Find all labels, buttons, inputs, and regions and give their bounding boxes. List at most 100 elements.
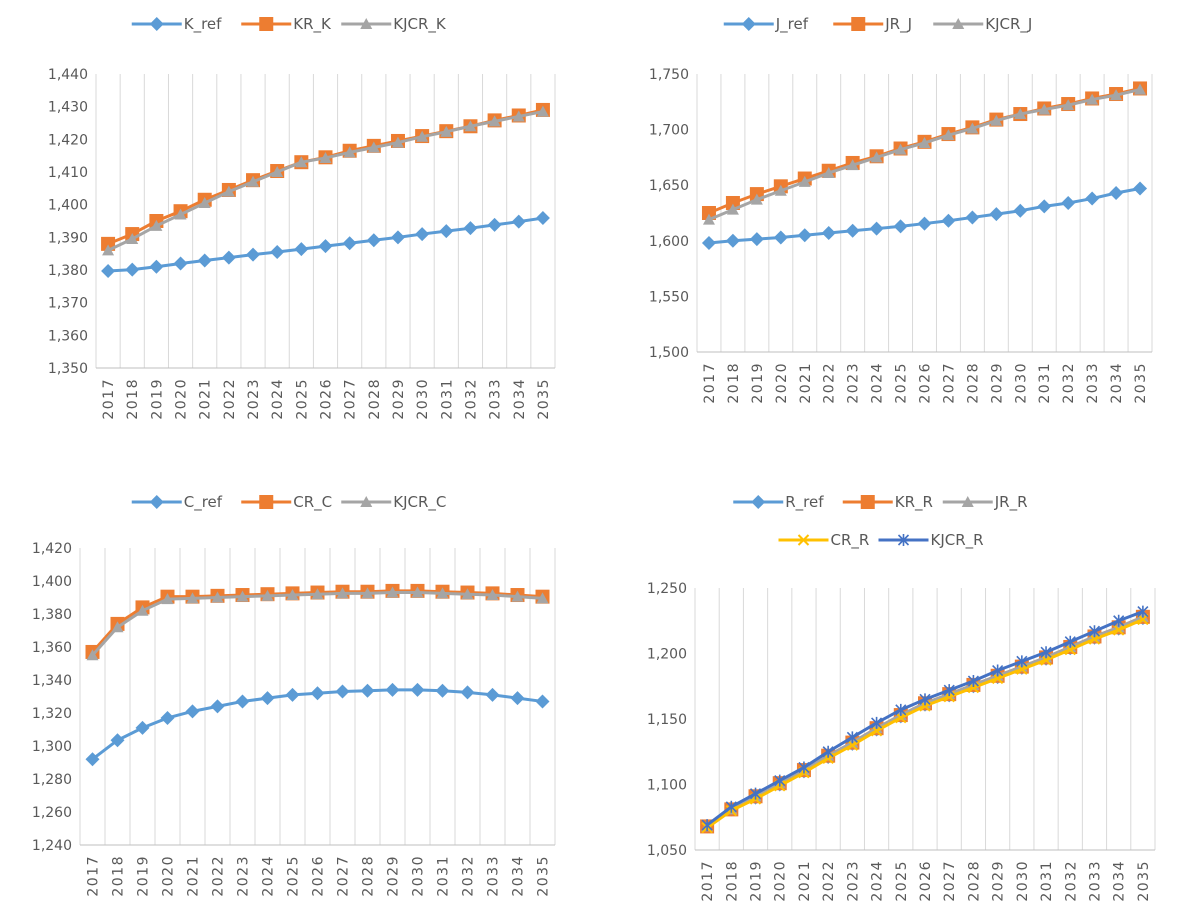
series-line	[91, 688, 543, 761]
data-point	[725, 800, 737, 813]
data-point	[1016, 663, 1028, 675]
data-point	[261, 589, 274, 601]
x-tick-label: 2029	[991, 860, 1007, 902]
series-line	[706, 616, 1144, 828]
data-point	[1086, 93, 1099, 105]
legend-item: R_ref	[733, 493, 824, 512]
data-point	[1137, 605, 1149, 618]
x-tick-label: 2021	[797, 860, 813, 902]
data-point	[150, 219, 163, 231]
data-point	[536, 105, 549, 117]
y-tick-label: 1,200	[647, 647, 687, 663]
x-tick-label: 2025	[894, 860, 910, 902]
legend-marker	[860, 495, 875, 509]
data-point	[821, 226, 836, 241]
series-line	[91, 589, 543, 653]
y-tick-label: 1,250	[647, 581, 687, 597]
x-tick-label: 2028	[966, 860, 982, 902]
legend-marker	[259, 17, 274, 31]
data-point	[749, 232, 764, 247]
x-tick-label: 2031	[439, 378, 455, 420]
data-point	[416, 130, 429, 142]
series-CR_R	[701, 613, 1149, 834]
y-tick-label: 1,650	[649, 178, 689, 194]
x-tick-label: 2033	[486, 855, 502, 897]
data-point	[1112, 624, 1125, 636]
legend-item: C_ref	[131, 493, 223, 512]
x-tick-label: 2021	[186, 855, 202, 897]
data-point	[185, 704, 200, 719]
data-point	[415, 227, 430, 242]
data-point	[1088, 625, 1101, 638]
y-tick-label: 1,700	[649, 123, 689, 139]
data-point	[460, 685, 475, 700]
data-point	[173, 256, 188, 271]
data-point	[488, 115, 501, 127]
legend-label: KJCR_K	[393, 15, 447, 34]
data-point	[992, 664, 1004, 677]
legend-marker	[259, 495, 274, 509]
legend-marker	[851, 17, 866, 31]
series-line	[706, 615, 1144, 828]
data-point	[211, 591, 224, 603]
y-tick-label: 1,360	[48, 328, 88, 344]
x-tick-label: 2032	[1061, 362, 1077, 404]
data-point	[895, 703, 907, 716]
data-point	[773, 230, 788, 245]
x-tick-label: 2018	[111, 855, 127, 897]
data-point	[361, 587, 374, 599]
series-J_ref	[701, 181, 1148, 251]
data-point	[311, 588, 324, 600]
legend-item: KR_R	[842, 493, 933, 512]
x-tick-label: 2017	[86, 855, 102, 897]
x-tick-label: 2030	[1015, 860, 1031, 902]
data-point	[871, 716, 883, 729]
data-point	[846, 731, 858, 744]
y-tick-label: 1,150	[647, 712, 687, 728]
data-point	[701, 236, 716, 251]
series-KJCR_R	[701, 605, 1149, 832]
legend-item: JR_R	[942, 493, 1028, 512]
x-tick-label: 2018	[724, 860, 740, 902]
x-tick-label: 2027	[336, 855, 352, 897]
data-point	[247, 175, 260, 187]
series-line	[706, 615, 1144, 828]
x-tick-label: 2022	[822, 362, 838, 404]
gridlines	[694, 588, 1156, 850]
x-tick-label: 2019	[749, 860, 765, 902]
data-point	[798, 761, 810, 774]
data-point	[845, 223, 860, 238]
data-point	[161, 593, 174, 605]
x-tick-label: 2022	[222, 378, 238, 420]
data-point	[989, 207, 1004, 222]
data-point	[86, 649, 99, 661]
data-point	[463, 221, 478, 236]
legend: J_ref JR_J KJCR_J	[723, 15, 1032, 34]
x-tick-label: 2024	[261, 855, 277, 897]
x-tick-label: 2029	[989, 362, 1005, 404]
data-point	[260, 691, 275, 706]
x-tick-label: 2032	[1063, 860, 1079, 902]
data-point	[367, 141, 380, 153]
data-point	[965, 210, 980, 225]
data-point	[750, 193, 763, 205]
legend-marker	[149, 495, 164, 509]
legend-marker	[952, 18, 965, 29]
data-point	[285, 687, 300, 702]
data-point	[1085, 191, 1100, 206]
x-tick-label: 2026	[319, 378, 335, 420]
x-tick-label: 2024	[270, 378, 286, 420]
y-tick-label: 1,410	[48, 165, 88, 181]
legend-item: CR_C	[241, 493, 332, 512]
data-point	[85, 752, 100, 767]
chart-panel-c: 1,240 1,260 1,280 1,300 1,320 1,340 1,360 1,380…	[0, 460, 592, 917]
data-point	[435, 683, 450, 698]
x-tick-label: 2029	[391, 378, 407, 420]
y-tick-label: 1,360	[32, 640, 72, 656]
data-point	[749, 787, 762, 800]
y-tick-label: 1,340	[32, 673, 72, 689]
y-tick-label: 1,550	[649, 289, 689, 305]
data-point	[390, 230, 405, 245]
y-tick-label: 1,430	[48, 100, 88, 116]
x-tick-label: 2033	[1087, 860, 1103, 902]
